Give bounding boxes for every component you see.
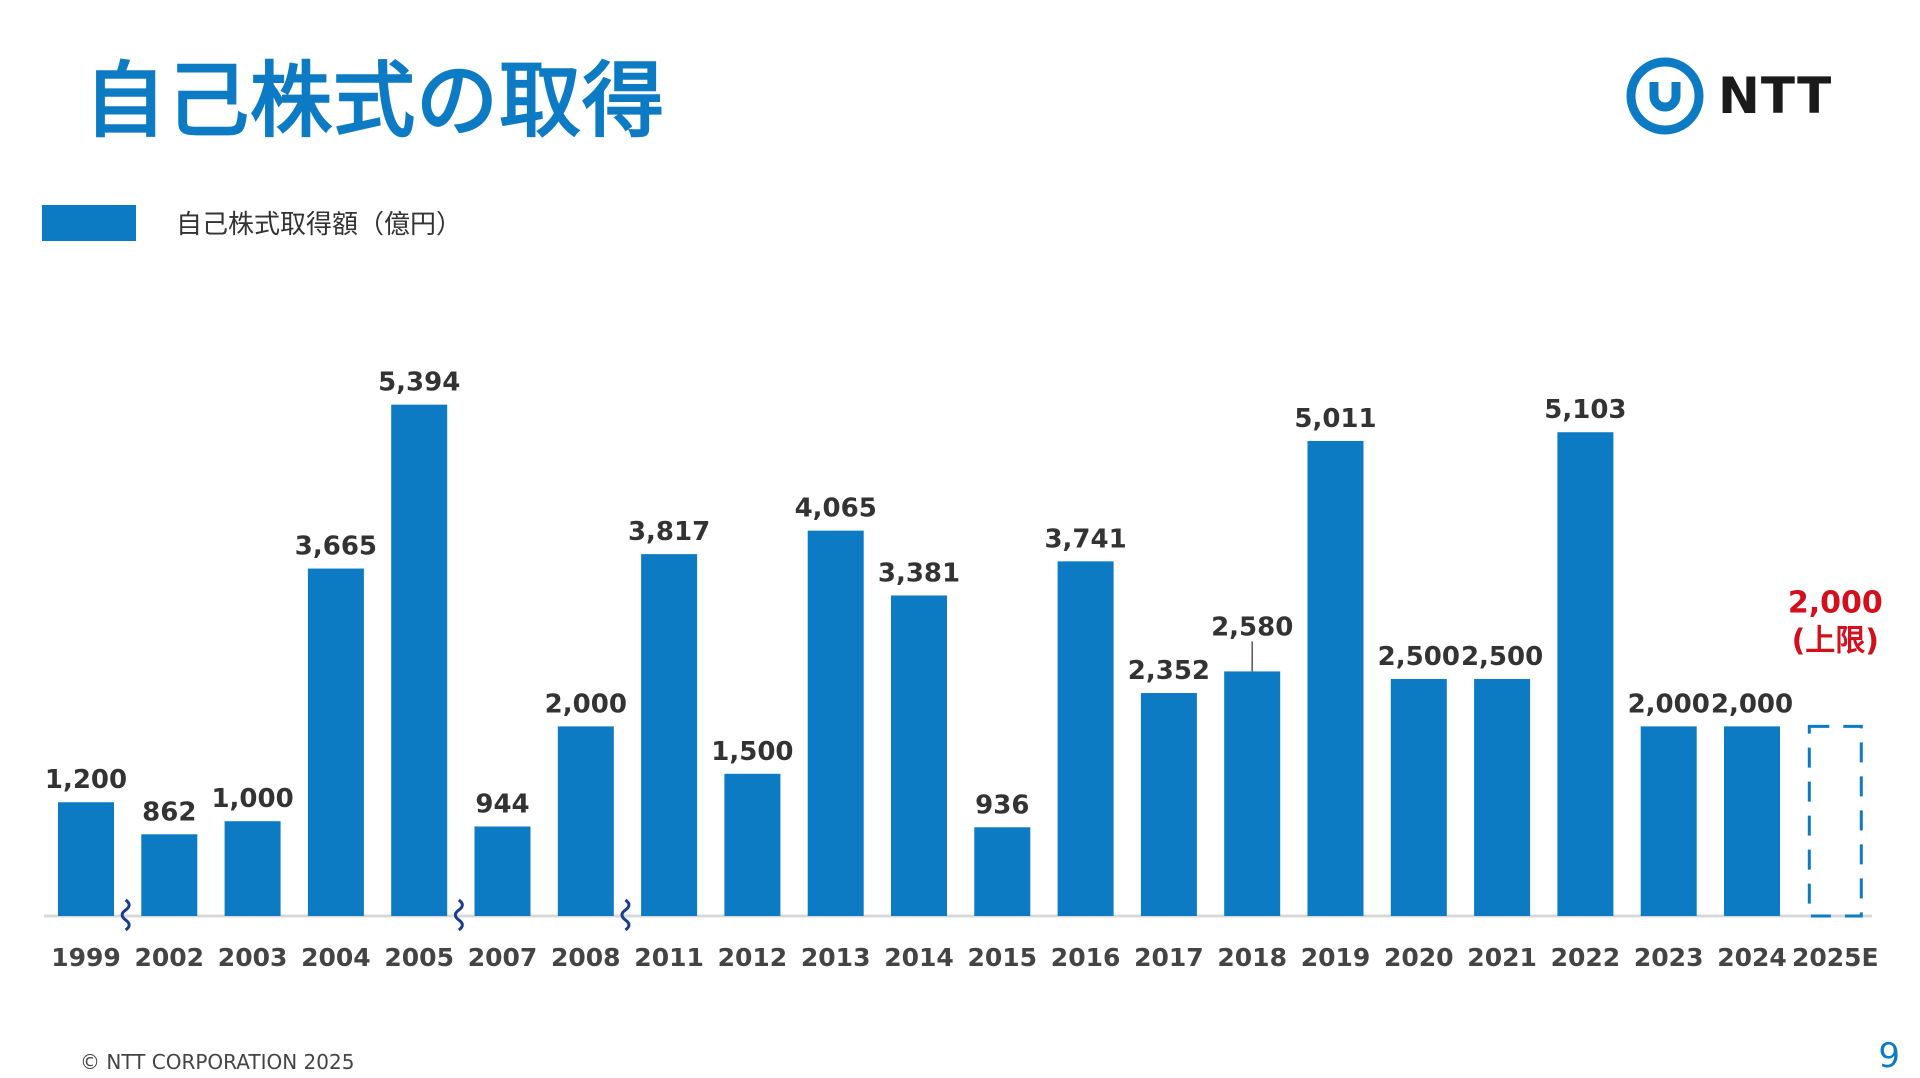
bar-2024 — [1724, 726, 1780, 916]
x-tick-label-2002: 2002 — [135, 943, 205, 972]
chart-legend: 自己株式取得額（億円） — [42, 204, 462, 241]
value-label-2021: 2,500 — [1461, 642, 1543, 672]
x-tick-label-2022: 2022 — [1551, 943, 1621, 972]
x-tick-label-2014: 2014 — [884, 943, 954, 972]
bar-estimate-2025E — [1807, 724, 1863, 918]
bar-2019 — [1307, 440, 1364, 916]
value-label-2012: 1,500 — [711, 737, 793, 767]
x-tick-label-2019: 2019 — [1301, 943, 1371, 972]
bar-2007 — [474, 826, 531, 916]
bar-2017 — [1140, 693, 1197, 916]
x-tick-label-2021: 2021 — [1467, 943, 1537, 972]
value-label-1999: 1,200 — [45, 765, 127, 795]
logo-text: NTT — [1718, 67, 1833, 125]
value-label-2014: 3,381 — [878, 558, 960, 588]
bar-chart: 1,200 1999 862 2002 1,000 2003 3,665 2004 5,394 2… — [44, 368, 1883, 972]
x-tick-label-2020: 2020 — [1384, 943, 1454, 972]
value-label-2023: 2,000 — [1628, 689, 1710, 719]
bar-2002 — [141, 834, 198, 916]
axis-break-mark-2008 — [620, 898, 631, 932]
x-tick-label-1999: 1999 — [51, 943, 121, 972]
bar-1999 — [58, 802, 114, 916]
value-label-2022: 5,103 — [1544, 395, 1626, 425]
bar-2008 — [557, 726, 614, 916]
x-tick-label-2005: 2005 — [384, 943, 454, 972]
x-tick-label-2003: 2003 — [218, 943, 288, 972]
bar-2013 — [807, 530, 864, 916]
x-tick-label-2025E: 2025E — [1792, 943, 1879, 972]
page-number: 9 — [1878, 1036, 1900, 1076]
value-label-2002: 862 — [142, 797, 196, 827]
bar-2020 — [1390, 679, 1447, 916]
x-tick-label-2004: 2004 — [301, 943, 371, 972]
value-label-2004: 3,665 — [295, 532, 377, 562]
x-tick-label-2008: 2008 — [551, 943, 621, 972]
bar-2012 — [724, 773, 781, 916]
legend-swatch — [42, 204, 136, 241]
x-tick-label-2007: 2007 — [468, 943, 538, 972]
page-title: 自己株式の取得 — [84, 54, 666, 149]
value-label-2003: 1,000 — [211, 784, 293, 814]
axis-break-mark-2005 — [453, 898, 464, 932]
bar-2018 — [1224, 671, 1281, 916]
bar-2023 — [1640, 726, 1697, 916]
bar-2015 — [974, 827, 1031, 916]
bar-2011 — [641, 554, 698, 916]
bar-2005 — [391, 404, 448, 916]
value-label-2011: 3,817 — [628, 517, 710, 547]
copyright-footer: © NTT CORPORATION 2025 — [80, 1050, 355, 1074]
value-label-2007: 944 — [475, 790, 529, 820]
ntt-logo: NTT — [1624, 56, 1832, 136]
x-tick-label-2012: 2012 — [718, 943, 788, 972]
bar-2016 — [1057, 561, 1114, 916]
ntt-logo-icon — [1626, 57, 1704, 135]
x-tick-label-2015: 2015 — [968, 943, 1038, 972]
value-label-2008: 2,000 — [545, 689, 627, 719]
value-label-2025E: 2,000 — [1788, 585, 1883, 620]
bar-2021 — [1474, 679, 1531, 916]
value-label-2015: 936 — [975, 790, 1029, 820]
value-label-2018: 2,580 — [1211, 612, 1293, 642]
x-tick-label-2018: 2018 — [1217, 943, 1287, 972]
value-label-2017: 2,352 — [1128, 656, 1210, 686]
x-tick-label-2024: 2024 — [1717, 943, 1787, 972]
axis-break-mark-1999 — [120, 898, 131, 932]
legend-label: 自己株式取得額（億円） — [176, 210, 463, 240]
estimate-note-label: (上限) — [1792, 623, 1879, 658]
value-label-2013: 4,065 — [795, 494, 877, 524]
bar-2004 — [307, 568, 364, 916]
bar-2022 — [1557, 432, 1614, 916]
value-label-2020: 2,500 — [1378, 642, 1460, 672]
x-tick-label-2023: 2023 — [1634, 943, 1704, 972]
bar-2014 — [891, 595, 947, 916]
value-label-2005: 5,394 — [378, 368, 460, 398]
x-tick-label-2016: 2016 — [1051, 943, 1121, 972]
bar-2003 — [224, 821, 281, 916]
value-label-2016: 3,741 — [1044, 524, 1126, 554]
x-tick-label-2011: 2011 — [634, 943, 704, 972]
value-label-2024: 2,000 — [1711, 689, 1793, 719]
value-label-2019: 5,011 — [1294, 404, 1376, 434]
x-tick-label-2013: 2013 — [801, 943, 871, 972]
x-tick-label-2017: 2017 — [1134, 943, 1204, 972]
